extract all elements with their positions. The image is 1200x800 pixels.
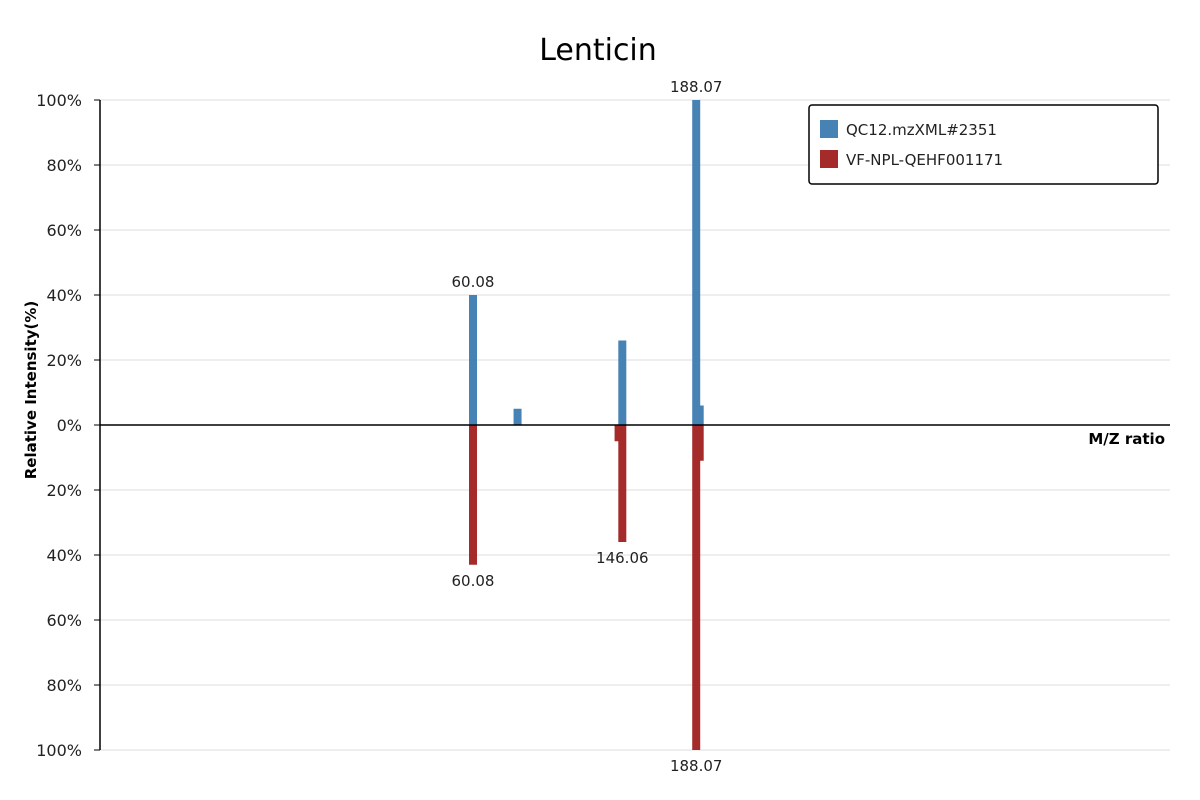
legend-box (808, 104, 1159, 185)
y-tick-label: 60% (46, 221, 82, 240)
query-peak-label: 188.07 (670, 78, 723, 96)
legend-label-series-1: QC12.mzXML#2351 (846, 121, 997, 139)
reference-peak-label: 188.07 (670, 757, 723, 775)
legend-swatch-series-1 (820, 120, 838, 138)
y-tick-label: 80% (46, 676, 82, 695)
y-tick-label: 80% (46, 156, 82, 175)
y-tick-label: 20% (46, 481, 82, 500)
legend[interactable]: QC12.mzXML#2351 VF-NPL-QEHF001171 (808, 104, 1159, 185)
query-peak-bar[interactable] (469, 295, 478, 425)
legend-swatch-series-2 (820, 150, 838, 168)
legend-item-series-2[interactable]: VF-NPL-QEHF001171 (820, 150, 1003, 169)
reference-peak-bar[interactable] (695, 425, 704, 461)
query-peak-bar[interactable] (695, 405, 704, 426)
peak-bars (469, 100, 704, 750)
query-peak-bar[interactable] (692, 100, 701, 425)
reference-peak-label: 60.08 (452, 572, 495, 590)
reference-peak-bar[interactable] (618, 425, 627, 542)
y-tick-label: 100% (36, 91, 82, 110)
query-peak-bar[interactable] (618, 340, 627, 426)
y-tick-label: 20% (46, 351, 82, 370)
query-peak-label: 60.08 (452, 273, 495, 291)
y-ticks: 100% 80% 60% 40% 20% 0% 20% 40% 60% 80% 100% (36, 91, 100, 760)
y-tick-label: 60% (46, 611, 82, 630)
reference-peak-bar[interactable] (614, 425, 623, 442)
reference-peak-bar[interactable] (469, 425, 478, 565)
grid-lines (100, 99, 1170, 751)
axes (99, 100, 1170, 750)
y-tick-label: 40% (46, 546, 82, 565)
reference-peak-bar[interactable] (692, 425, 701, 750)
legend-item-series-1[interactable]: QC12.mzXML#2351 (820, 120, 997, 139)
legend-label-series-2: VF-NPL-QEHF001171 (846, 151, 1003, 169)
y-tick-label: 100% (36, 741, 82, 760)
chart-title: Lenticin (539, 33, 657, 68)
query-peak-bar[interactable] (513, 408, 522, 425)
reference-peak-label: 146.06 (596, 549, 649, 567)
x-axis-title: M/Z ratio (1088, 430, 1165, 448)
y-tick-label: 0% (57, 416, 82, 435)
y-tick-label: 40% (46, 286, 82, 305)
peak-labels: 60.08 188.07 60.08 146.06 188.07 (452, 78, 723, 775)
y-axis-title: Relative Intensity(%) (22, 301, 40, 480)
